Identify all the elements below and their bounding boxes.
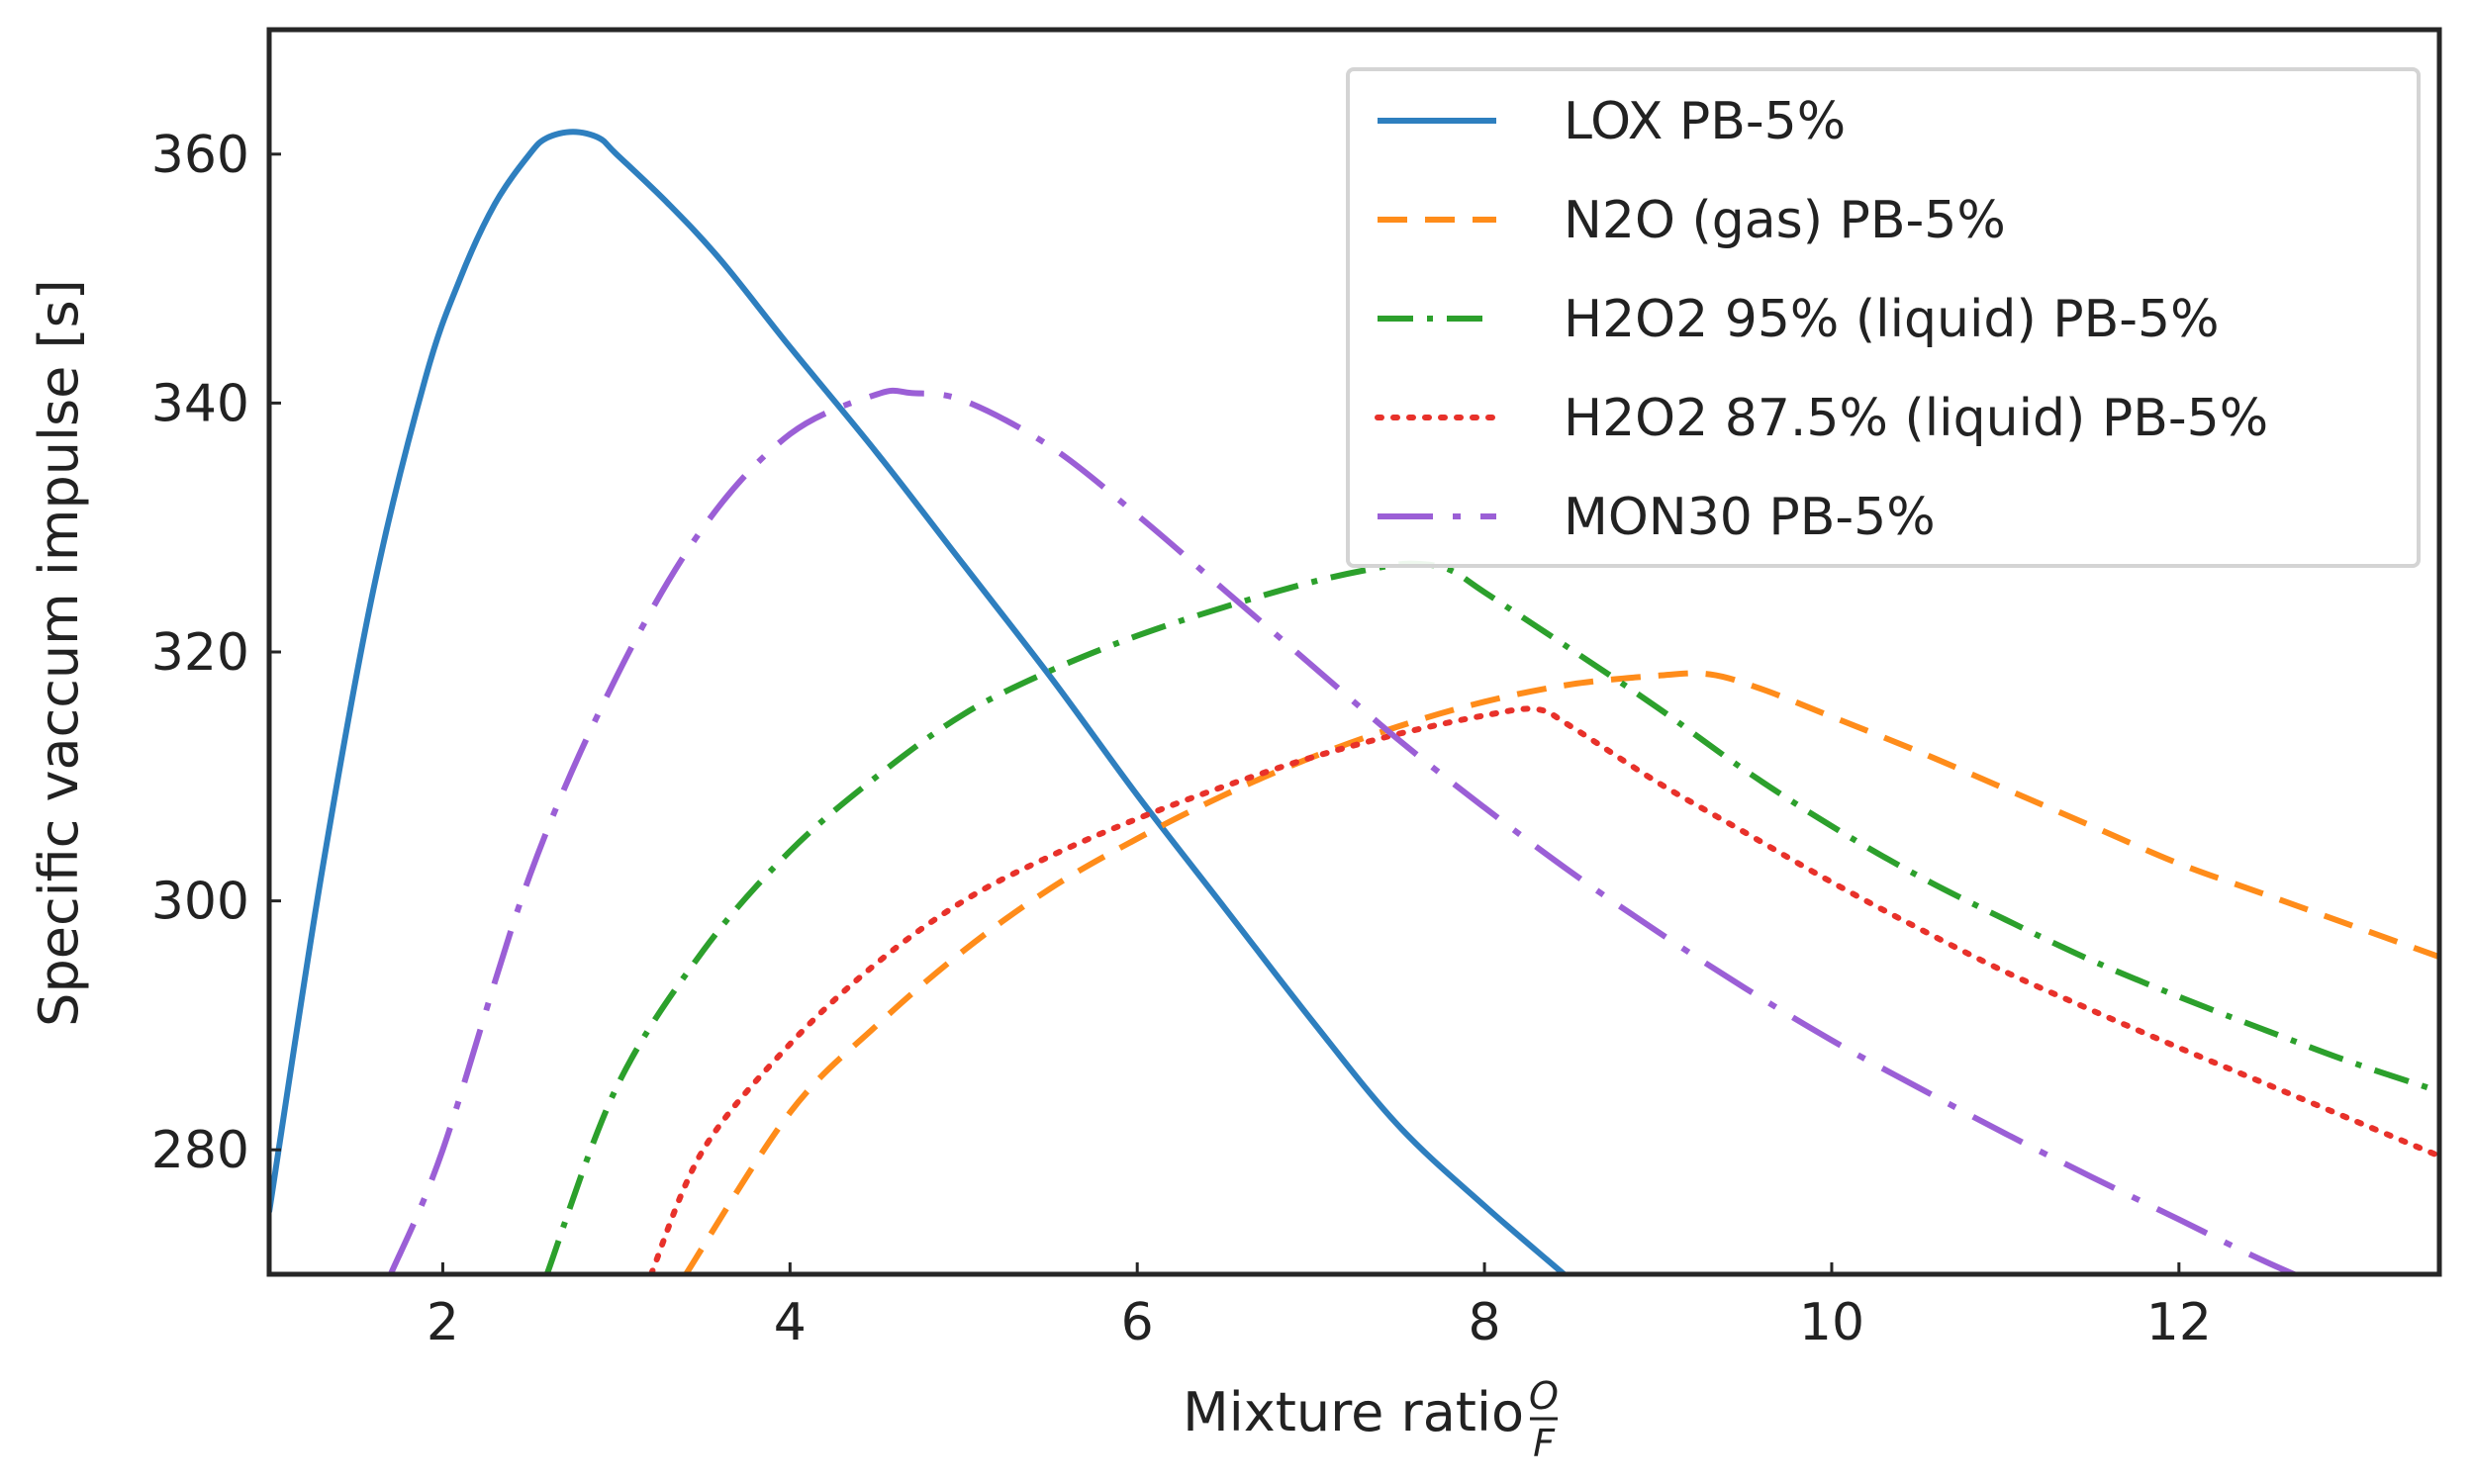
x-tick-label: 12 <box>2146 1293 2212 1352</box>
x-tick-label: 10 <box>1799 1293 1864 1352</box>
series-line-2 <box>683 670 2439 1274</box>
x-tick-label: 4 <box>774 1293 807 1352</box>
legend-label-2: N2O (gas) PB-5% <box>1564 191 2006 250</box>
y-tick-label: 320 <box>151 623 249 683</box>
legend-entries: LOX PB-5% N2O (gas) PB-5% H2O2 95% (liquid… <box>1375 92 2268 547</box>
legend-label-5: MON30 PB-5% <box>1564 488 1936 547</box>
y-tick-label: 300 <box>151 873 249 932</box>
x-axis-label: Mixture ratio <box>1183 1381 1524 1443</box>
x-axis-fraction-numerator: O <box>1529 1374 1559 1418</box>
legend-label-1: LOX PB-5% <box>1564 92 1846 151</box>
legend-label-3: H2O2 95% (liquid) PB-5% <box>1564 290 2220 349</box>
x-tick-label: 2 <box>427 1293 459 1352</box>
series-line-3 <box>543 560 2439 1274</box>
y-tick-label: 280 <box>151 1121 249 1180</box>
series-line-1 <box>269 129 1570 1274</box>
y-tick-label: 340 <box>151 374 249 433</box>
x-tick-label: 6 <box>1121 1293 1154 1352</box>
y-axis-ticks: 280 300 320 340 360 <box>151 126 281 1180</box>
legend: LOX PB-5% N2O (gas) PB-5% H2O2 95% (liquid… <box>1346 67 2421 568</box>
series-line-4 <box>648 705 2439 1274</box>
legend-label-4: H2O2 87.5% (liquid) PB-5% <box>1564 389 2268 448</box>
x-axis-title: Mixture ratio O F <box>1183 1374 1559 1465</box>
series-line-5 <box>388 387 2302 1274</box>
legend-box <box>1346 67 2421 568</box>
y-tick-label: 360 <box>151 126 249 185</box>
x-tick-label: 8 <box>1469 1293 1501 1352</box>
x-axis-fraction-denominator: F <box>1533 1422 1556 1465</box>
series-layer <box>269 129 2439 1274</box>
y-axis-label: Specific vaccum impulse [s] <box>28 279 90 1027</box>
x-axis-ticks: 2 4 6 8 10 12 <box>427 1262 2212 1352</box>
